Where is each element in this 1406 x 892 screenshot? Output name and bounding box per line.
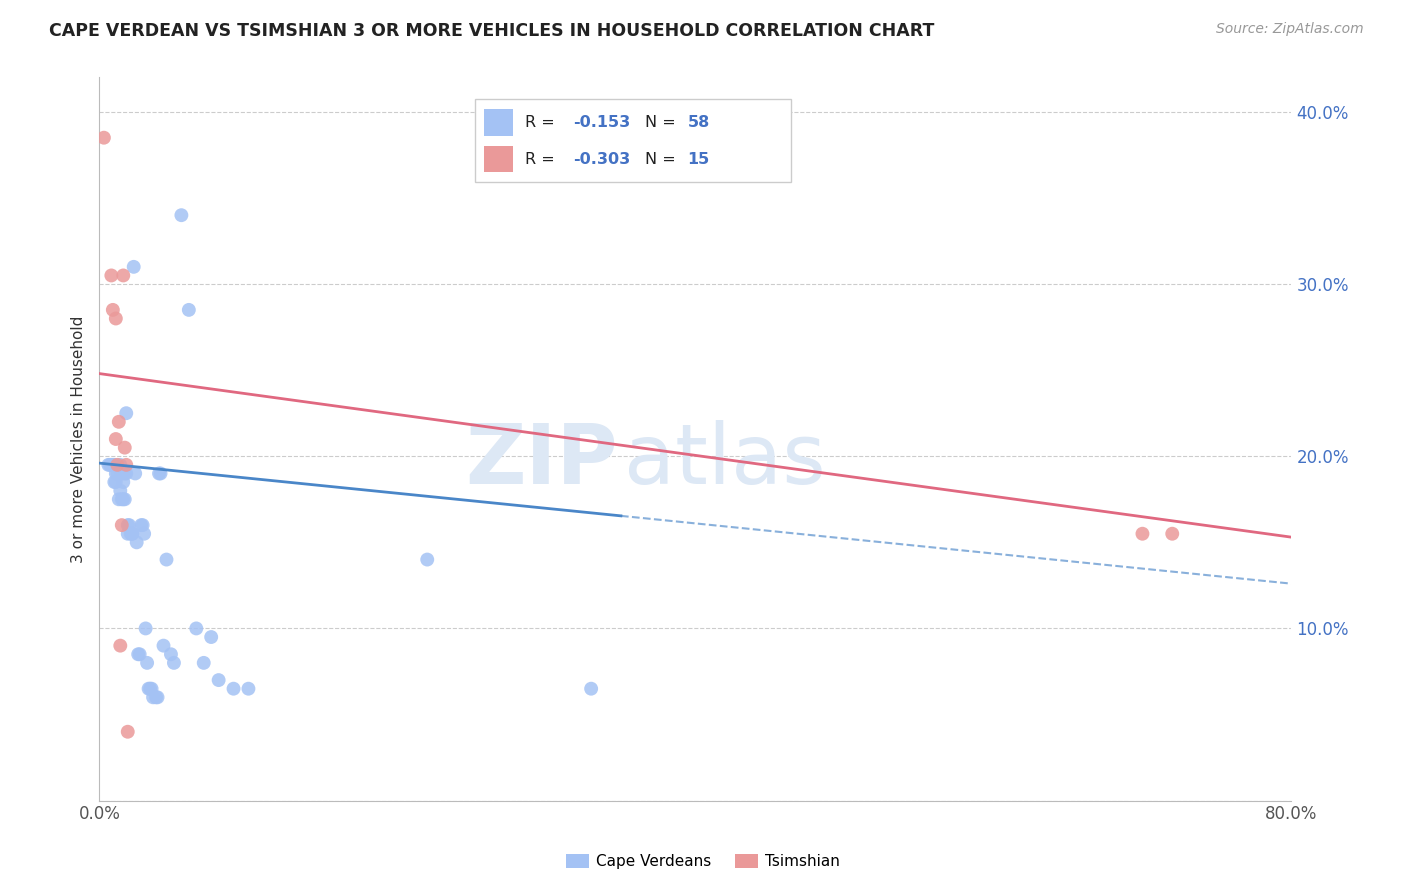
Point	[112, 268, 135, 283]
Point	[107, 415, 129, 429]
Point	[208, 673, 231, 687]
Text: 58: 58	[688, 115, 710, 130]
Point	[193, 656, 215, 670]
Point	[103, 458, 125, 472]
Text: 15: 15	[688, 152, 710, 167]
Text: R =: R =	[526, 152, 561, 167]
Point	[101, 302, 124, 317]
Point	[117, 526, 139, 541]
Point	[120, 526, 142, 541]
Point	[135, 622, 157, 636]
Point	[98, 458, 121, 472]
Text: ZIP: ZIP	[465, 420, 619, 501]
Point	[115, 458, 138, 472]
Point	[128, 647, 150, 661]
Text: N =: N =	[645, 152, 681, 167]
Point	[118, 518, 141, 533]
Point	[101, 458, 124, 472]
Point	[110, 458, 132, 472]
Point	[152, 639, 174, 653]
Point	[104, 311, 127, 326]
Point	[121, 526, 143, 541]
Point	[138, 681, 160, 696]
Point	[112, 492, 135, 507]
Point	[100, 268, 122, 283]
Legend: Cape Verdeans, Tsimshian: Cape Verdeans, Tsimshian	[560, 848, 846, 875]
Point	[170, 208, 193, 222]
Point	[103, 475, 125, 489]
Point	[142, 690, 165, 705]
Point	[1132, 526, 1154, 541]
Point	[114, 467, 136, 481]
Point	[111, 467, 134, 481]
Point	[114, 492, 136, 507]
Point	[105, 458, 128, 472]
Point	[105, 467, 128, 481]
Text: atlas: atlas	[624, 420, 825, 501]
FancyBboxPatch shape	[485, 109, 513, 136]
Point	[146, 690, 169, 705]
Point	[115, 406, 138, 420]
Point	[134, 526, 156, 541]
Point	[111, 518, 134, 533]
Point	[115, 467, 138, 481]
Point	[145, 690, 167, 705]
Point	[117, 518, 139, 533]
Point	[104, 475, 127, 489]
Text: -0.153: -0.153	[574, 115, 630, 130]
Point	[110, 639, 132, 653]
Point	[107, 492, 129, 507]
Point	[200, 630, 222, 644]
Point	[238, 681, 260, 696]
Point	[186, 622, 208, 636]
Point	[141, 681, 163, 696]
Point	[222, 681, 245, 696]
Point	[149, 467, 172, 481]
Text: CAPE VERDEAN VS TSIMSHIAN 3 OR MORE VEHICLES IN HOUSEHOLD CORRELATION CHART: CAPE VERDEAN VS TSIMSHIAN 3 OR MORE VEHI…	[49, 22, 935, 40]
Point	[111, 492, 134, 507]
Point	[114, 441, 136, 455]
FancyBboxPatch shape	[475, 99, 790, 182]
Point	[160, 647, 183, 661]
Point	[122, 260, 145, 274]
Y-axis label: 3 or more Vehicles in Household: 3 or more Vehicles in Household	[72, 316, 86, 563]
Point	[125, 535, 148, 549]
Text: R =: R =	[526, 115, 561, 130]
Point	[104, 467, 127, 481]
Text: -0.303: -0.303	[574, 152, 630, 167]
Point	[579, 681, 602, 696]
Point	[129, 518, 152, 533]
Point	[177, 302, 200, 317]
Point	[136, 656, 159, 670]
Point	[100, 458, 122, 472]
Point	[93, 130, 115, 145]
Point	[139, 681, 162, 696]
Point	[148, 467, 170, 481]
Point	[131, 518, 153, 533]
Text: Source: ZipAtlas.com: Source: ZipAtlas.com	[1216, 22, 1364, 37]
Point	[124, 467, 146, 481]
Point	[97, 458, 120, 472]
FancyBboxPatch shape	[485, 145, 513, 172]
Point	[112, 475, 135, 489]
Point	[416, 552, 439, 566]
Point	[117, 724, 139, 739]
Text: N =: N =	[645, 115, 681, 130]
Point	[121, 526, 143, 541]
Point	[155, 552, 177, 566]
Point	[104, 432, 127, 446]
Point	[1161, 526, 1184, 541]
Point	[110, 483, 132, 498]
Point	[163, 656, 186, 670]
Point	[127, 647, 149, 661]
